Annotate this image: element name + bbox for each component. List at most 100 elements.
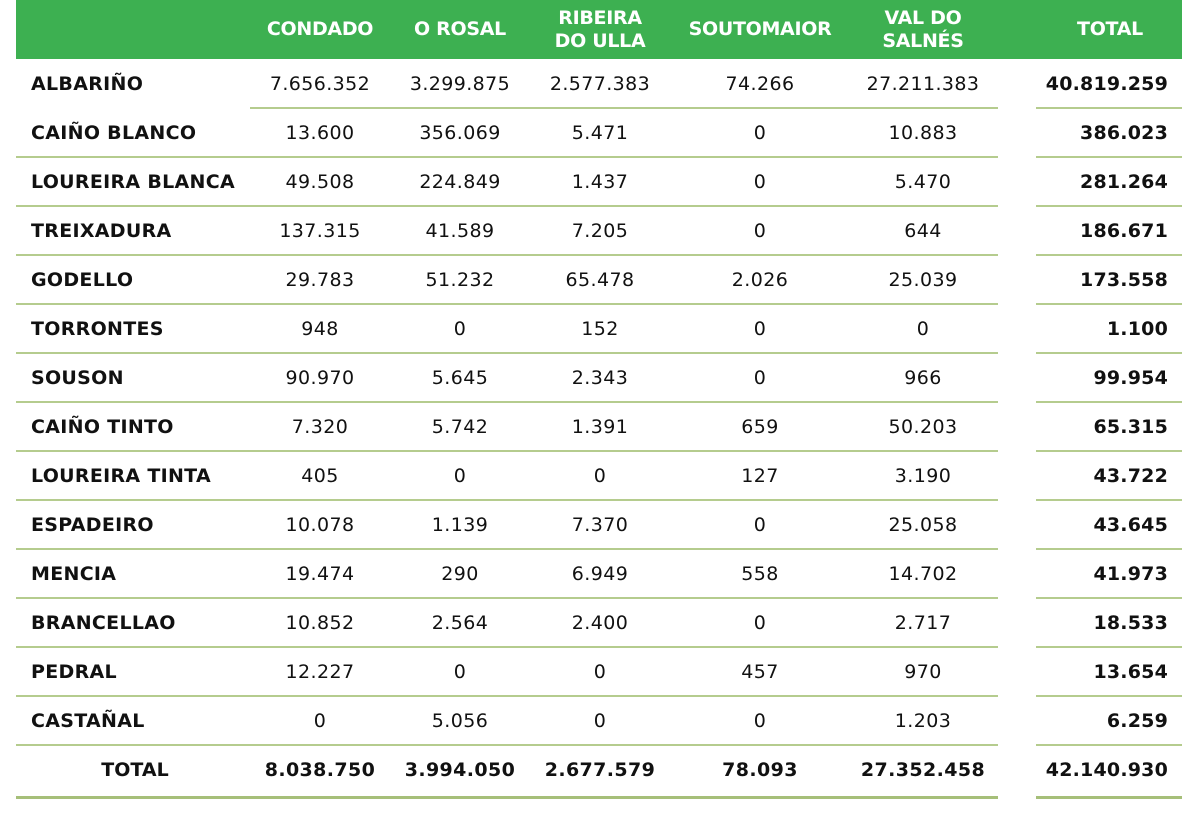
- value-total: 43.645: [1093, 513, 1168, 536]
- row-divider: [1036, 695, 1182, 697]
- value-val-do-salnes: 2.717: [894, 611, 952, 634]
- header-o-rosal: O ROSAL: [414, 18, 506, 40]
- value-soutomaior: 0: [753, 709, 767, 732]
- value-o-rosal: 41.589: [425, 219, 495, 242]
- value-condado: 10.078: [285, 513, 355, 536]
- value-condado: 7.320: [291, 415, 349, 438]
- row-divider: [1036, 499, 1182, 501]
- total-condado: 8.038.750: [264, 758, 376, 781]
- row-divider: [16, 646, 998, 648]
- value-total: 43.722: [1093, 464, 1168, 487]
- value-soutomaior: 0: [753, 317, 767, 340]
- value-soutomaior: 0: [753, 121, 767, 144]
- variety-name: ESPADEIRO: [31, 513, 154, 536]
- table-row: LOUREIRA TINTA 405 0 0 127 3.190 43.722: [0, 451, 1200, 500]
- row-divider: [16, 548, 998, 550]
- header-total: TOTAL: [1077, 18, 1143, 40]
- value-total: 18.533: [1093, 611, 1168, 634]
- variety-name: TREIXADURA: [31, 219, 172, 242]
- value-total: 1.100: [1106, 317, 1168, 340]
- value-condado: 19.474: [285, 562, 355, 585]
- value-condado: 948: [301, 317, 339, 340]
- value-condado: 49.508: [285, 170, 355, 193]
- row-divider: [16, 744, 998, 746]
- value-o-rosal: 5.645: [431, 366, 489, 389]
- table-row: GODELLO 29.783 51.232 65.478 2.026 25.03…: [0, 255, 1200, 304]
- value-o-rosal: 5.056: [431, 709, 489, 732]
- value-total: 386.023: [1080, 121, 1168, 144]
- value-val-do-salnes: 3.190: [894, 464, 952, 487]
- row-divider: [1036, 156, 1182, 158]
- value-ribeira: 6.949: [571, 562, 629, 585]
- value-condado: 13.600: [285, 121, 355, 144]
- row-divider: [16, 401, 998, 403]
- row-divider: [16, 597, 998, 599]
- table-row: ESPADEIRO 10.078 1.139 7.370 0 25.058 43…: [0, 500, 1200, 549]
- value-o-rosal: 356.069: [419, 121, 501, 144]
- table-row: LOUREIRA BLANCA 49.508 224.849 1.437 0 5…: [0, 157, 1200, 206]
- row-divider: [16, 254, 998, 256]
- row-divider: [250, 107, 998, 109]
- row-divider: [16, 205, 998, 207]
- table-row: MENCIA 19.474 290 6.949 558 14.702 41.97…: [0, 549, 1200, 598]
- value-val-do-salnes: 10.883: [888, 121, 958, 144]
- row-divider: [1036, 401, 1182, 403]
- value-o-rosal: 0: [453, 317, 467, 340]
- value-soutomaior: 0: [753, 513, 767, 536]
- value-ribeira: 7.370: [571, 513, 629, 536]
- table-row: ALBARIÑO 7.656.352 3.299.875 2.577.383 7…: [0, 59, 1200, 108]
- value-val-do-salnes: 644: [904, 219, 942, 242]
- value-ribeira: 2.400: [571, 611, 629, 634]
- value-total: 6.259: [1106, 709, 1168, 732]
- value-ribeira: 7.205: [571, 219, 629, 242]
- header-val-do-salnes: VAL DO SALNÉS: [882, 6, 964, 52]
- value-o-rosal: 0: [453, 464, 467, 487]
- row-divider: [1036, 450, 1182, 452]
- value-o-rosal: 1.139: [431, 513, 489, 536]
- variety-name: ALBARIÑO: [31, 72, 144, 95]
- table-bottom-rule: [16, 796, 998, 799]
- row-divider: [1036, 646, 1182, 648]
- header-soutomaior: SOUTOMAIOR: [688, 18, 832, 40]
- variety-name: LOUREIRA TINTA: [31, 464, 211, 487]
- totals-row: TOTAL 8.038.750 3.994.050 2.677.579 78.0…: [0, 745, 1200, 794]
- value-soutomaior: 0: [753, 219, 767, 242]
- variety-name: CASTAÑAL: [31, 709, 145, 732]
- variety-name: SOUSON: [31, 366, 124, 389]
- variety-name: GODELLO: [31, 268, 134, 291]
- value-soutomaior: 659: [741, 415, 779, 438]
- value-ribeira: 0: [593, 709, 607, 732]
- value-total: 99.954: [1093, 366, 1168, 389]
- value-condado: 10.852: [285, 611, 355, 634]
- totals-label: TOTAL: [101, 758, 169, 781]
- value-condado: 90.970: [285, 366, 355, 389]
- table-row: PEDRAL 12.227 0 0 457 970 13.654: [0, 647, 1200, 696]
- total-o-rosal: 3.994.050: [404, 758, 516, 781]
- value-condado: 7.656.352: [269, 72, 371, 95]
- value-soutomaior: 74.266: [725, 72, 795, 95]
- table-row: SOUSON 90.970 5.645 2.343 0 966 99.954: [0, 353, 1200, 402]
- row-divider: [1036, 205, 1182, 207]
- grand-total: 42.140.930: [1045, 758, 1168, 781]
- variety-name: LOUREIRA BLANCA: [31, 170, 235, 193]
- value-val-do-salnes: 14.702: [888, 562, 958, 585]
- value-ribeira: 152: [581, 317, 619, 340]
- row-divider: [16, 303, 998, 305]
- row-divider: [16, 352, 998, 354]
- value-total: 186.671: [1080, 219, 1168, 242]
- row-divider: [1036, 597, 1182, 599]
- value-val-do-salnes: 25.039: [888, 268, 958, 291]
- value-ribeira: 2.577.383: [549, 72, 651, 95]
- variety-name: MENCIA: [31, 562, 117, 585]
- value-total: 281.264: [1080, 170, 1168, 193]
- variety-name: TORRONTES: [31, 317, 164, 340]
- row-divider: [1036, 303, 1182, 305]
- header-ribeira-do-ulla: RIBEIRA DO ULLA: [554, 6, 646, 52]
- value-condado: 405: [301, 464, 339, 487]
- table-row: TREIXADURA 137.315 41.589 7.205 0 644 18…: [0, 206, 1200, 255]
- value-val-do-salnes: 25.058: [888, 513, 958, 536]
- value-soutomaior: 0: [753, 170, 767, 193]
- value-soutomaior: 127: [741, 464, 779, 487]
- row-divider: [1036, 548, 1182, 550]
- value-soutomaior: 558: [741, 562, 779, 585]
